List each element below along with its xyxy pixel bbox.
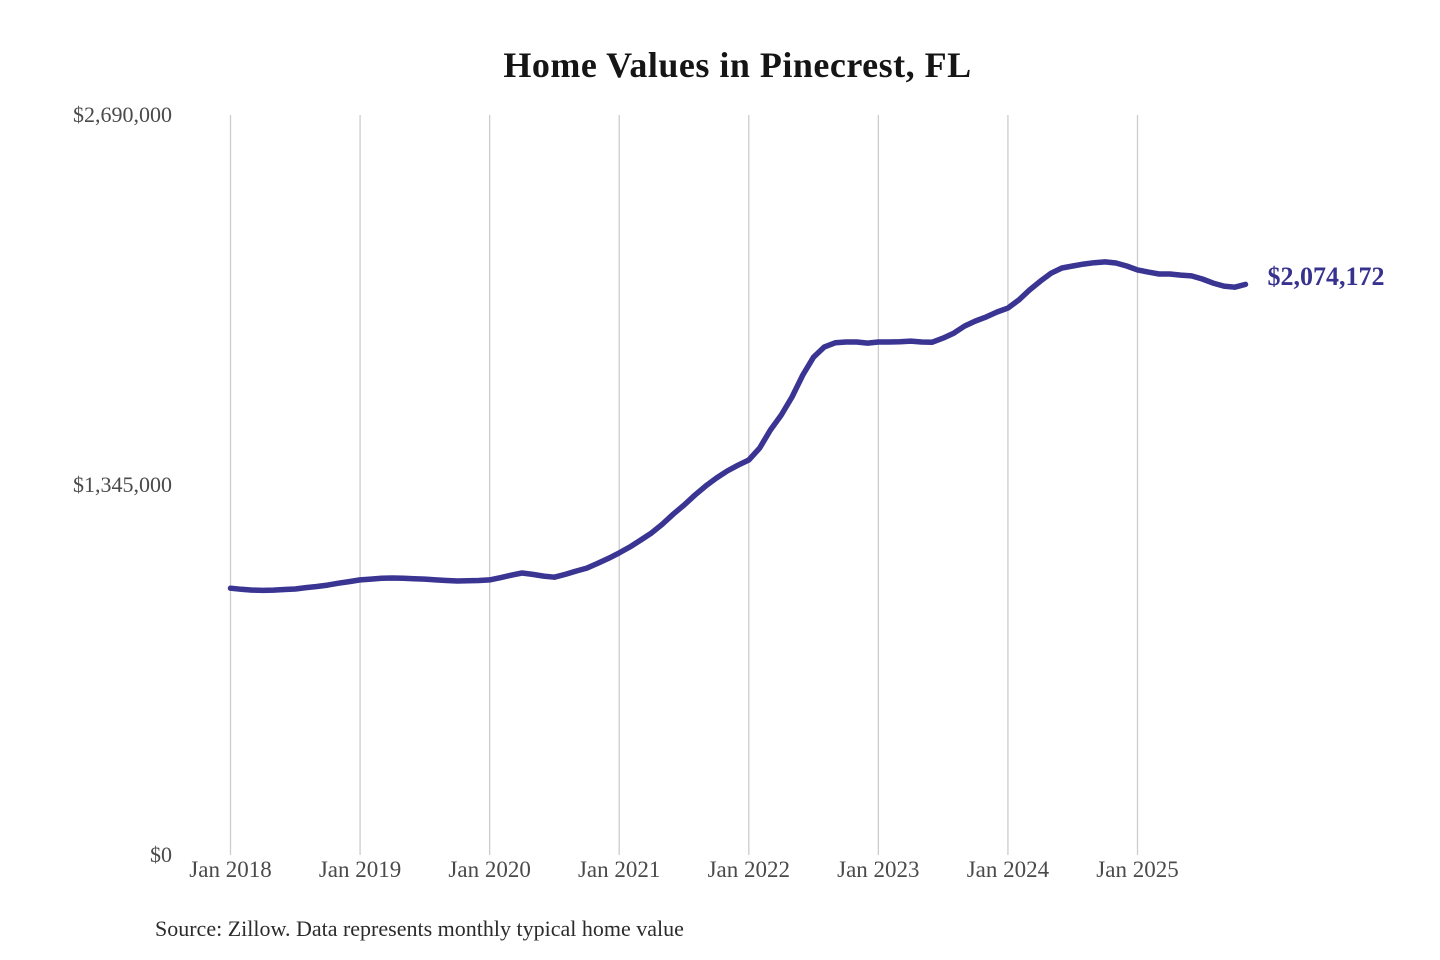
home-value-line [227, 259, 1249, 594]
x-axis-tick-label: Jan 2020 [448, 857, 531, 882]
x-axis-tick-label: Jan 2021 [577, 857, 661, 882]
chart-title: Home Values in Pinecrest, FL [503, 45, 972, 85]
x-axis-tick-label: Jan 2025 [1096, 857, 1179, 882]
y-axis-tick-label: $2,690,000 [73, 102, 172, 127]
x-axis-tick-label: Jan 2018 [189, 857, 272, 882]
source-note: Source: Zillow. Data represents monthly … [155, 916, 684, 941]
x-axis-tick-label: Jan 2024 [966, 857, 1050, 882]
x-axis-tick-label: Jan 2022 [707, 857, 790, 882]
y-axis-tick-label: $1,345,000 [73, 472, 172, 497]
current-value-label: $2,074,172 [1267, 262, 1385, 292]
x-axis-tick-label: Jan 2019 [318, 857, 402, 882]
x-axis-tick-label: Jan 2023 [837, 857, 920, 882]
y-axis-tick-label: $0 [150, 842, 172, 867]
